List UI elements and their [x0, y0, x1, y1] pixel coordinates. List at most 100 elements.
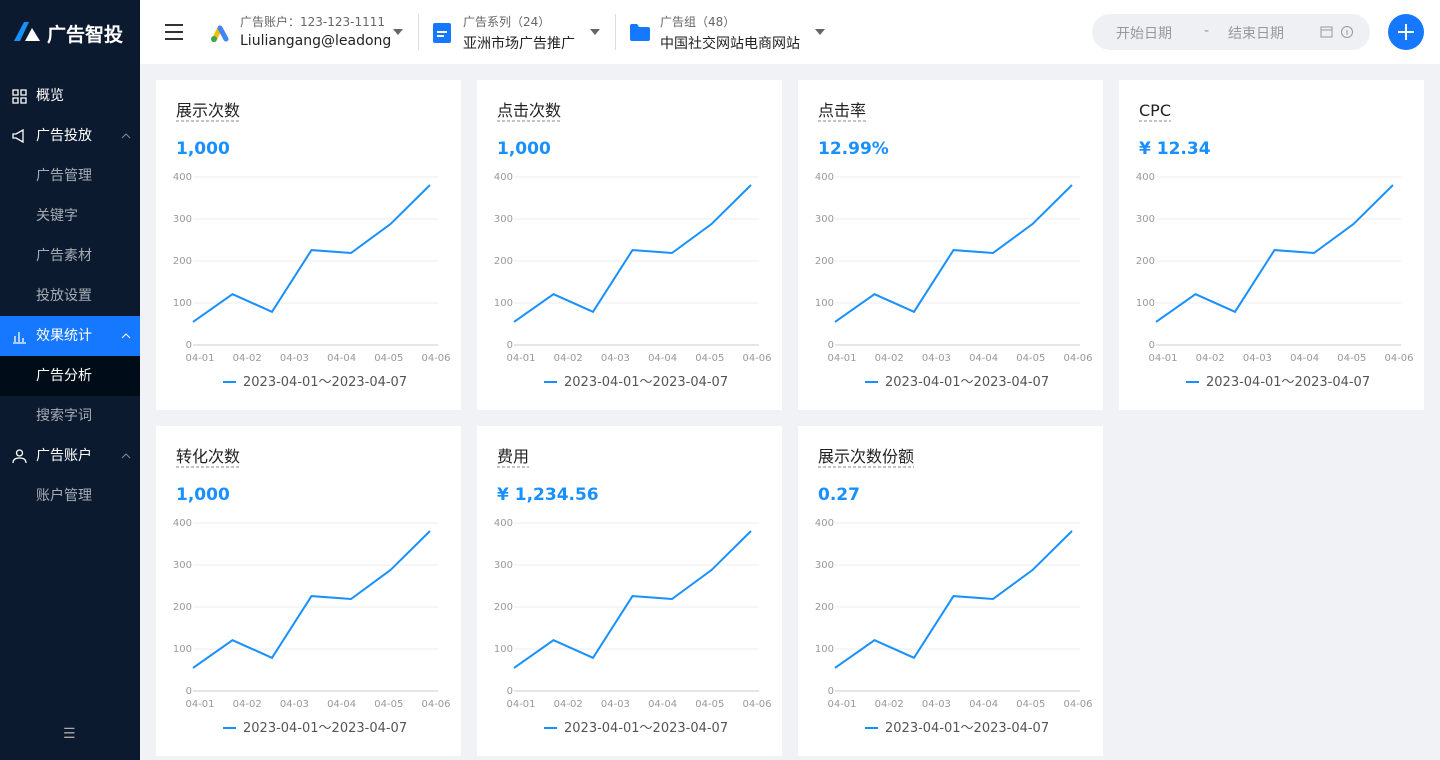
submenu-label: 广告分析 [36, 368, 92, 384]
y-tick-label: 300 [815, 214, 834, 225]
icon-path [13, 332, 26, 344]
menu-item[interactable]: 效果统计 [0, 316, 140, 356]
campaign-value[interactable]: 亚洲市场广告推广 [463, 36, 575, 52]
y-tick-label: 200 [494, 256, 513, 267]
x-tick-label: 04-03 [280, 699, 309, 710]
end-date: 结束日期 [1228, 26, 1284, 42]
card-title: 展示次数份额 [818, 447, 914, 466]
card-svg: 点击率 12.99% 0 100 200 300 400 04-01 04-02 04-03 04-… [815, 101, 1093, 390]
menu-icon [12, 89, 27, 104]
y-tick-label: 200 [173, 256, 192, 267]
add-button[interactable] [1388, 14, 1424, 50]
x-tick-label: 04-06 [1063, 699, 1092, 710]
divider [418, 14, 419, 50]
chevron [121, 333, 131, 339]
logo-text: 广告智投 [47, 24, 124, 46]
y-tick-label: 100 [1136, 298, 1155, 309]
submenu-label: 广告素材 [36, 248, 92, 264]
x-tick-label: 04-04 [648, 699, 677, 710]
y-tick-label: 100 [815, 644, 834, 655]
menu-item[interactable]: 概览 [0, 76, 140, 116]
x-tick-label: 04-04 [1290, 353, 1319, 364]
y-tick-label: 0 [186, 340, 192, 351]
x-tick-label: 04-02 [875, 699, 904, 710]
x-tick-label: 04-02 [233, 699, 262, 710]
legend-label: 2023-04-01～2023-04-07 [243, 375, 407, 390]
submenu-label: 搜索字词 [36, 408, 92, 424]
card-value: 1,000 [176, 139, 230, 159]
metric-card: CPC ¥ 12.34 0 100 200 300 400 04-01 04-02 04-03 04… [1119, 80, 1424, 410]
submenu-item[interactable]: 投放设置 [0, 276, 140, 316]
x-tick-label: 04-05 [374, 699, 403, 710]
x-tick-label: 04-02 [875, 353, 904, 364]
y-tick-label: 300 [1136, 214, 1155, 225]
y-tick-label: 300 [494, 214, 513, 225]
sidebar: 广告智投 概览广告投放 广告管理关键字广告素材投放设置效果统计广告分析搜索字词广告… [0, 0, 140, 760]
campaign-label: 广告系列（24） [463, 15, 551, 29]
x-tick-label: 04-06 [1063, 353, 1092, 364]
legend-label: 2023-04-01～2023-04-07 [885, 721, 1049, 736]
card-title: CPC [1139, 101, 1171, 120]
x-tick-label: 04-03 [280, 353, 309, 364]
submenu-label: 关键字 [36, 208, 78, 224]
y-tick-label: 100 [494, 298, 513, 309]
ads-icon [211, 25, 229, 42]
y-tick-label: 200 [815, 602, 834, 613]
group-value[interactable]: 中国社交网站电商网站 [660, 36, 800, 52]
date-picker[interactable]: 开始日期 - 结束日期 [1092, 14, 1370, 50]
menu-item[interactable]: 广告投放 [0, 116, 140, 156]
x-tick-label: 04-01 [506, 353, 535, 364]
menu-toggle[interactable] [164, 22, 184, 42]
divider [615, 14, 616, 50]
legend-label: 2023-04-01～2023-04-07 [885, 375, 1049, 390]
x-tick-label: 04-06 [421, 699, 450, 710]
campaign-icon [433, 23, 451, 43]
y-tick-label: 400 [494, 172, 513, 183]
menu-icon [12, 129, 24, 144]
metric-card: 费用 ¥ 1,234.56 0 100 200 300 400 04-01 04-02 04-03… [477, 426, 782, 756]
card-svg: 费用 ¥ 1,234.56 0 100 200 300 400 04-01 04-02 04-03… [494, 447, 772, 736]
submenu-item[interactable]: 广告分析 [0, 356, 140, 396]
date-icons [1320, 26, 1353, 38]
card-svg: 展示次数份额 0.27 0 100 200 300 400 04-01 04-02 04-03 04… [815, 447, 1093, 736]
card-svg: CPC ¥ 12.34 0 100 200 300 400 04-01 04-02 04-03 04… [1136, 101, 1414, 390]
y-tick-label: 400 [173, 172, 192, 183]
header: 广告账户：123-123-1111 Liuliangang@leadong 广告… [140, 0, 1440, 64]
y-tick-label: 0 [828, 686, 834, 697]
line-series [192, 184, 431, 323]
account-label: 广告账户：123-123-1111 [240, 15, 386, 29]
y-tick-label: 0 [507, 686, 513, 697]
x-tick-label: 04-02 [554, 699, 583, 710]
card-title: 转化次数 [176, 447, 240, 466]
menu-icon [12, 449, 27, 464]
collapse-icon[interactable]: ☰ [63, 726, 76, 742]
legend-label: 2023-04-01～2023-04-07 [1206, 375, 1370, 390]
submenu-item[interactable]: 广告管理 [0, 156, 140, 196]
x-tick-label: 04-01 [827, 699, 856, 710]
icon-path [12, 129, 24, 144]
y-tick-label: 300 [494, 560, 513, 571]
menu-icon [13, 332, 26, 344]
x-tick-label: 04-05 [1016, 353, 1045, 364]
submenu-item[interactable]: 搜索字词 [0, 396, 140, 436]
caret[interactable] [814, 28, 826, 36]
menu-label: 概览 [36, 88, 64, 104]
y-tick-label: 400 [494, 518, 513, 529]
x-tick-label: 04-06 [742, 353, 771, 364]
submenu-item[interactable]: 关键字 [0, 196, 140, 236]
chevron [121, 453, 131, 459]
x-tick-label: 04-05 [695, 353, 724, 364]
account-value[interactable]: Liuliangang@leadong [240, 33, 392, 49]
x-tick-label: 04-01 [827, 353, 856, 364]
card-value: ¥ 12.34 [1139, 139, 1211, 159]
menu-item[interactable]: 广告账户 [0, 436, 140, 476]
date-separator: - [1204, 23, 1210, 39]
submenu-item[interactable]: 广告素材 [0, 236, 140, 276]
x-tick-label: 04-04 [969, 353, 998, 364]
caret[interactable] [589, 28, 601, 36]
y-tick-label: 300 [173, 560, 192, 571]
caret[interactable] [392, 28, 404, 36]
submenu-item[interactable]: 账户管理 [0, 476, 140, 516]
menu-label: 效果统计 [36, 328, 92, 344]
chevron [121, 133, 131, 139]
